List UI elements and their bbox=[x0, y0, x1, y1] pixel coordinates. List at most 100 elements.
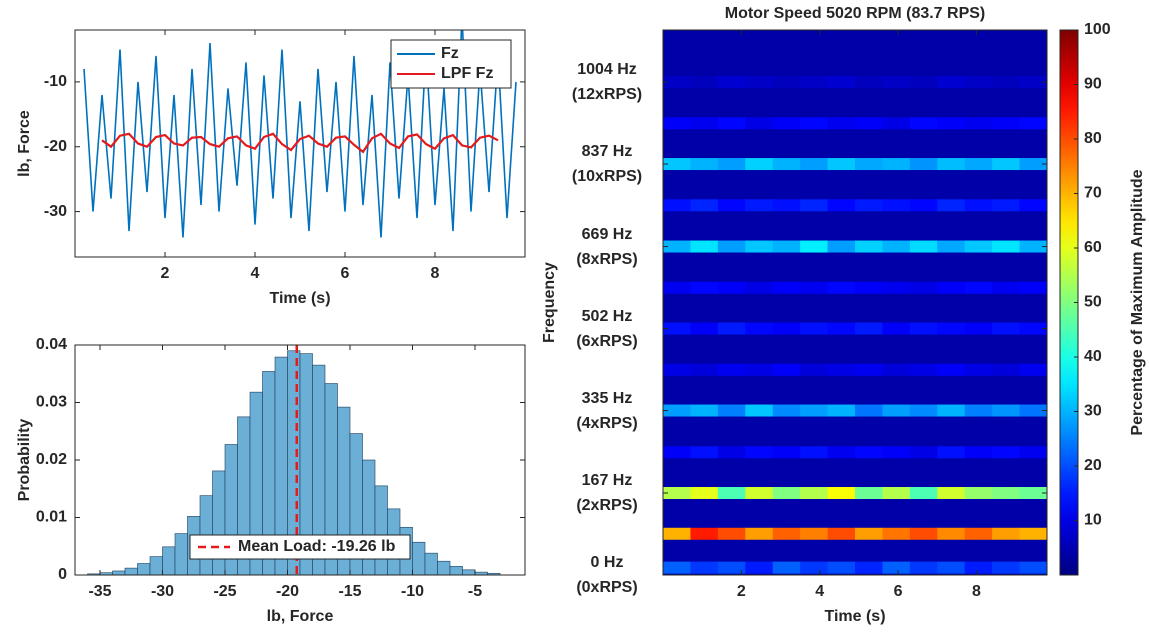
heatmap-cell bbox=[717, 158, 746, 171]
heatmap-cell bbox=[690, 199, 719, 212]
heatmap-cell bbox=[964, 487, 993, 500]
y-tick-label: 669 Hz (8xRPS) bbox=[576, 225, 638, 268]
heatmap-cell bbox=[800, 281, 829, 294]
heatmap-cell bbox=[690, 158, 719, 171]
heatmap-cell bbox=[909, 158, 938, 171]
heatmap-cell bbox=[992, 363, 1021, 376]
axes-box bbox=[662, 29, 1048, 576]
heatmap-cell bbox=[745, 117, 774, 130]
heatmap-cell bbox=[745, 363, 774, 376]
y-tick-label: 0.01 bbox=[36, 509, 67, 526]
x-tick-label: 8 bbox=[431, 265, 440, 282]
heatmap-cell bbox=[717, 76, 746, 89]
y-tick-label: 0 bbox=[58, 566, 67, 583]
x-tick-label: -15 bbox=[338, 583, 361, 600]
heatmap-cell bbox=[1019, 158, 1047, 171]
heatmap-cell bbox=[937, 76, 966, 89]
heatmap-cell bbox=[964, 363, 993, 376]
heatmap-cell bbox=[1019, 404, 1047, 417]
heatmap-cell bbox=[663, 322, 691, 335]
heatmap-cell bbox=[855, 281, 883, 294]
heatmap-cell bbox=[1019, 117, 1047, 130]
heatmap-cell bbox=[663, 363, 691, 376]
y-tick-label: 502 Hz (6xRPS) bbox=[576, 307, 638, 350]
heatmap-cell bbox=[1019, 240, 1047, 253]
heatmap-cell bbox=[937, 446, 966, 459]
colorbar-tick-label: 60 bbox=[1084, 239, 1102, 256]
heatmap-cell bbox=[909, 446, 938, 459]
y-tick-label: 0 Hz (0xRPS) bbox=[576, 554, 638, 596]
heatmap-cell bbox=[690, 281, 719, 294]
chart-title: Motor Speed 5020 RPM (83.7 RPS) bbox=[725, 5, 986, 22]
heatmap-cell bbox=[745, 76, 774, 89]
heatmap-cell bbox=[800, 117, 829, 130]
x-tick-label: 2 bbox=[737, 583, 746, 600]
heatmap-cell bbox=[690, 322, 719, 335]
heatmap-cell bbox=[882, 199, 911, 212]
heatmap-cell bbox=[772, 322, 801, 335]
heatmap-cell bbox=[690, 76, 719, 89]
heatmap-cell bbox=[992, 76, 1021, 89]
heatmap-cell bbox=[690, 117, 719, 130]
heatmap-cell bbox=[855, 363, 883, 376]
histogram-bar bbox=[374, 485, 388, 576]
heatmap-cell bbox=[745, 281, 774, 294]
heatmap-cell bbox=[717, 527, 746, 540]
series-line bbox=[101, 132, 499, 154]
colorbar-label: Percentage of Maximum Amplitude bbox=[1129, 169, 1146, 435]
colorbar-tick-label: 50 bbox=[1084, 294, 1102, 311]
heatmap-cell bbox=[663, 76, 691, 89]
heatmap-cell bbox=[663, 199, 691, 212]
heatmap-cell bbox=[1019, 446, 1047, 459]
heatmap-cell bbox=[909, 404, 938, 417]
heatmap-cell bbox=[717, 281, 746, 294]
heatmap-cell bbox=[717, 363, 746, 376]
heatmap-cell bbox=[909, 117, 938, 130]
heatmap-cell bbox=[800, 158, 829, 171]
heatmap-cell bbox=[855, 117, 883, 130]
heatmap-cell bbox=[909, 561, 938, 574]
x-tick-label: -30 bbox=[151, 583, 174, 600]
y-tick-label: 167 Hz (2xRPS) bbox=[576, 472, 638, 514]
heatmap-cell bbox=[882, 117, 911, 130]
heatmap-cell bbox=[717, 446, 746, 459]
y-tick-label: 837 Hz (10xRPS) bbox=[571, 143, 643, 186]
heatmap-cell bbox=[964, 404, 993, 417]
heatmap-cell bbox=[663, 561, 691, 574]
legend-label: Fz bbox=[441, 45, 459, 62]
heatmap-cell bbox=[1019, 199, 1047, 212]
heatmap-cell bbox=[855, 199, 883, 212]
x-tick-label: 4 bbox=[815, 583, 824, 600]
heatmap-cell bbox=[964, 281, 993, 294]
heatmap-cell bbox=[745, 322, 774, 335]
heatmap-cell bbox=[882, 281, 911, 294]
heatmap-cell bbox=[855, 561, 883, 574]
heatmap-cell bbox=[690, 240, 719, 253]
heatmap-cell bbox=[745, 199, 774, 212]
x-tick-label: -35 bbox=[88, 583, 111, 600]
heatmap-cell bbox=[855, 240, 883, 253]
heatmap-cell bbox=[827, 76, 856, 89]
y-tick-label: 0.04 bbox=[36, 336, 67, 353]
heatmap-cell bbox=[937, 322, 966, 335]
x-axis-label: Time (s) bbox=[269, 290, 330, 307]
x-tick-label: 2 bbox=[161, 265, 170, 282]
heatmap-cell bbox=[800, 527, 829, 540]
heatmap-cell bbox=[772, 240, 801, 253]
histogram-bar bbox=[412, 541, 426, 576]
plot-area bbox=[663, 76, 1047, 574]
legend-label: LPF Fz bbox=[441, 65, 493, 82]
heatmap-cell bbox=[937, 158, 966, 171]
x-tick-label: 6 bbox=[894, 583, 903, 600]
heatmap-cell bbox=[663, 240, 691, 253]
heatmap-cell bbox=[772, 446, 801, 459]
heatmap-cell bbox=[827, 404, 856, 417]
heatmap-cell bbox=[992, 117, 1021, 130]
heatmap-cell bbox=[909, 322, 938, 335]
heatmap-cell bbox=[992, 322, 1021, 335]
heatmap-cell bbox=[882, 487, 911, 500]
histogram-bar bbox=[424, 552, 438, 576]
y-tick-label: 0.02 bbox=[36, 451, 67, 468]
heatmap-cell bbox=[690, 527, 719, 540]
